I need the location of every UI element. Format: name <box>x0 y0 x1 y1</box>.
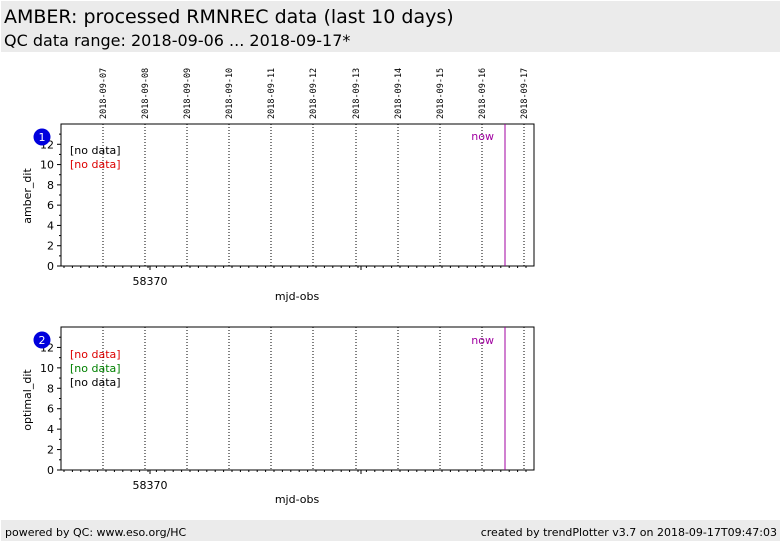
y-tick-label: 4 <box>47 219 54 232</box>
y-tick-label: 0 <box>47 464 54 477</box>
plot-frame <box>60 123 535 267</box>
y-tick-label: 8 <box>47 179 54 192</box>
y-tick-label: 10 <box>40 362 54 375</box>
footer-generator: created by trendPlotter v3.7 on 2018-09-… <box>480 526 777 539</box>
date-tick-label: 2018-09-13 <box>352 68 362 119</box>
now-label: now <box>471 130 494 143</box>
date-tick-label: 2018-09-10 <box>225 68 235 119</box>
panel-number: 2 <box>39 334 46 347</box>
legend-entry: [no data] <box>70 362 121 375</box>
footer-credit: powered by QC: www.eso.org/HC <box>5 526 187 539</box>
y-tick-label: 10 <box>40 159 54 172</box>
now-label: now <box>471 334 494 347</box>
date-tick-label: 2018-09-12 <box>309 68 319 119</box>
legend-entry: [no data] <box>70 376 121 389</box>
legend-entry: [no data] <box>70 158 121 171</box>
y-axis-label: optimal_dit <box>21 369 34 431</box>
panel-number-badge <box>33 128 51 146</box>
legend-entry: [no data] <box>70 144 121 157</box>
panel-number: 1 <box>39 131 46 144</box>
date-tick-label: 2018-09-11 <box>267 68 277 119</box>
y-tick-label: 2 <box>47 444 54 457</box>
date-tick-label: 2018-09-17 <box>520 68 530 119</box>
y-tick-label: 8 <box>47 382 54 395</box>
x-tick-label: 58370 <box>133 275 168 288</box>
footer-bar: powered by QC: www.eso.org/HC created by… <box>1 520 780 541</box>
y-axis-label: amber_dit <box>21 168 34 224</box>
date-tick-label: 2018-09-14 <box>394 68 404 119</box>
y-tick-label: 6 <box>47 199 54 212</box>
page-title: AMBER: processed RMNREC data (last 10 da… <box>4 6 454 28</box>
plot-frame <box>60 326 535 471</box>
date-tick-label: 2018-09-16 <box>478 68 488 119</box>
y-tick-label: 6 <box>47 403 54 416</box>
date-tick-label: 2018-09-09 <box>183 68 193 119</box>
legend-entry: [no data] <box>70 348 121 361</box>
date-tick-label: 2018-09-08 <box>141 68 151 119</box>
page-subtitle: QC data range: 2018-09-06 ... 2018-09-17… <box>4 31 351 50</box>
y-tick-label: 4 <box>47 423 54 436</box>
date-tick-label: 2018-09-15 <box>436 68 446 119</box>
header-bar: AMBER: processed RMNREC data (last 10 da… <box>1 1 780 52</box>
y-tick-label: 0 <box>47 260 54 273</box>
date-tick-label: 2018-09-07 <box>99 68 109 119</box>
x-axis-label: mjd-obs <box>275 290 320 303</box>
panel-number-badge <box>33 331 51 349</box>
x-axis-label: mjd-obs <box>275 493 320 506</box>
y-tick-label: 2 <box>47 240 54 253</box>
x-tick-label: 58370 <box>133 479 168 492</box>
